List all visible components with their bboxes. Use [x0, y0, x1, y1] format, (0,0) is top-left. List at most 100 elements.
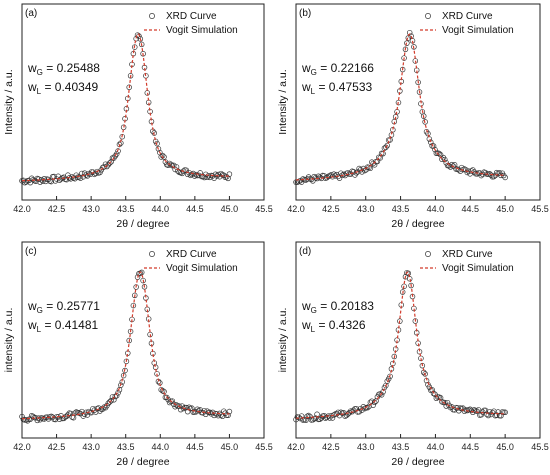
- x-tick-label: 42.5: [48, 204, 66, 214]
- legend-xrd-curve: XRD Curve: [442, 249, 493, 260]
- xrd-data-point: [467, 406, 473, 412]
- legend-vogit-simulation: Vogit Simulation: [166, 25, 238, 36]
- x-tick-label: 44.5: [186, 204, 204, 214]
- x-tick-label: 42.5: [48, 442, 66, 452]
- xrd-data-point: [205, 409, 212, 416]
- legend-xrd-curve: XRD Curve: [166, 11, 217, 22]
- x-tick-label: 43.0: [82, 204, 100, 214]
- xrd-data-point: [363, 404, 369, 411]
- xrd-data-point: [189, 405, 195, 411]
- xrd-data-point: [371, 399, 378, 406]
- legend-marker-xrd: [149, 13, 155, 19]
- xrd-data-point: [395, 99, 402, 106]
- xrd-data-point: [101, 164, 107, 170]
- xrd-data-point: [106, 160, 113, 166]
- xrd-data-point: [28, 412, 35, 419]
- xrd-data-point: [297, 177, 303, 184]
- xrd-data-point: [119, 133, 125, 140]
- xrd-data-point: [486, 408, 493, 415]
- legend-marker-xrd: [425, 13, 431, 19]
- xrd-data-point: [225, 412, 231, 419]
- xrd-data-point: [76, 174, 82, 180]
- xrd-data-point: [349, 408, 355, 415]
- xrd-data-point: [312, 415, 319, 421]
- xrd-data-point: [132, 44, 138, 50]
- xrd-data-point: [158, 386, 164, 393]
- xrd-data-point: [126, 337, 132, 344]
- xrd-data-point: [425, 130, 431, 137]
- xrd-data-point: [406, 29, 413, 36]
- xrd-data-point: [97, 169, 103, 176]
- xrd-data-point: [134, 32, 141, 38]
- xrd-data-point: [80, 174, 86, 180]
- xrd-data-point: [442, 156, 448, 163]
- xrd-data-point: [439, 156, 445, 163]
- xrd-data-point: [22, 417, 28, 423]
- x-tick-label: 44.0: [427, 442, 445, 452]
- y-axis-label: Intensity / a.u.: [3, 69, 15, 134]
- xrd-data-point: [420, 113, 427, 119]
- xrd-data-point: [311, 173, 318, 180]
- xrd-data-point: [137, 270, 144, 276]
- xrd-data-point: [474, 408, 480, 414]
- x-tick-label: 43.0: [357, 442, 375, 452]
- xrd-data-point: [442, 399, 448, 406]
- x-tick-label: 43.5: [117, 442, 135, 452]
- x-tick-label: 43.5: [392, 442, 410, 452]
- wg-value: wG = 0.22166: [301, 61, 374, 77]
- xrd-data-point: [70, 175, 77, 181]
- xrd-data-point: [197, 407, 203, 413]
- y-axis-label: Intensity / a.u.: [277, 69, 289, 134]
- xrd-data-point: [48, 413, 54, 420]
- xrd-data-point: [159, 388, 166, 394]
- xrd-data-point: [356, 409, 362, 415]
- x-tick-label: 44.0: [152, 442, 170, 452]
- xrd-data-point: [416, 89, 423, 95]
- xrd-data-point: [113, 151, 120, 157]
- x-tick-label: 45.5: [255, 204, 273, 214]
- legend-marker-xrd: [425, 251, 431, 257]
- wl-value: wL = 0.4326: [301, 318, 366, 334]
- xrd-data-point: [106, 399, 113, 405]
- x-tick-label: 43.5: [392, 204, 410, 214]
- xrd-data-point: [471, 407, 478, 413]
- xrd-data-point: [300, 176, 306, 182]
- xrd-data-point: [482, 169, 489, 176]
- xrd-data-point: [353, 170, 360, 176]
- xrd-data-point: [105, 161, 112, 168]
- plot-frame: [295, 241, 541, 439]
- xrd-data-point: [197, 170, 203, 176]
- xrd-data-point: [187, 172, 194, 179]
- xrd-data-point: [207, 174, 213, 181]
- voigt-fit-line: [21, 271, 230, 420]
- x-axis-label: 2θ / degree: [116, 218, 169, 230]
- xrd-data-point: [356, 165, 362, 172]
- x-tick-label: 44.5: [462, 442, 480, 452]
- xrd-data-point: [140, 50, 146, 57]
- xrd-data-point: [457, 168, 463, 174]
- xrd-data-point: [429, 387, 435, 393]
- xrd-data-point: [180, 405, 187, 412]
- xrd-data-point: [67, 176, 74, 182]
- xrd-data-point: [30, 413, 36, 420]
- xrd-data-point: [430, 143, 437, 149]
- xrd-data-point: [52, 178, 59, 184]
- legend-xrd-curve: XRD Curve: [442, 11, 493, 22]
- xrd-data-point: [30, 177, 36, 183]
- xrd-data-point: [380, 150, 386, 157]
- xrd-data-point: [324, 174, 330, 181]
- xrd-data-point: [495, 170, 501, 177]
- xrd-data-point: [399, 289, 406, 295]
- x-tick-label: 42.0: [287, 442, 305, 452]
- x-tick-label: 44.0: [152, 204, 170, 214]
- x-tick-label: 44.0: [427, 204, 445, 214]
- xrd-data-point: [307, 413, 313, 420]
- panel-label: (b): [299, 8, 311, 19]
- xrd-data-point: [415, 79, 421, 86]
- xrd-data-point: [345, 411, 351, 417]
- panel-c: intensity / a.u. 2θ / degree (c) XRD Cur…: [3, 241, 273, 468]
- panel-label: (c): [25, 246, 37, 257]
- plot-frame: [295, 3, 541, 201]
- wg-value: wG = 0.25488: [27, 61, 100, 77]
